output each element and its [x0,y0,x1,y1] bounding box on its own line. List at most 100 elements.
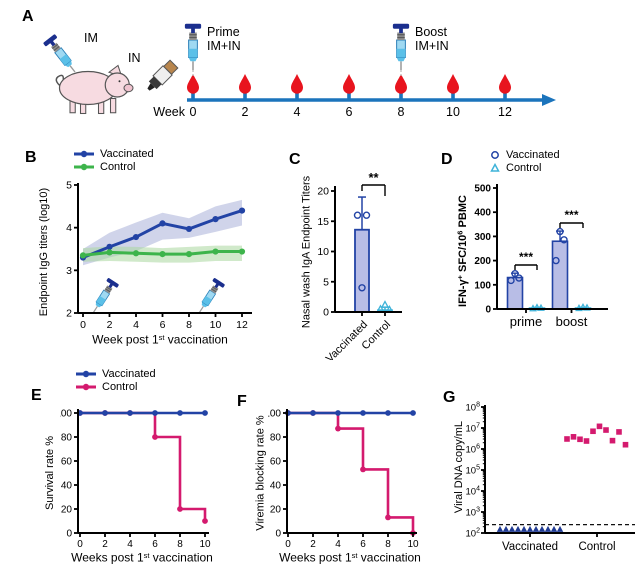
data-point-control [603,427,609,433]
svg-text:103: 103 [466,507,481,519]
data-point [537,303,545,311]
line-dot-marker-icon [74,150,94,157]
svg-text:0: 0 [190,105,197,119]
svg-text:2: 2 [66,308,72,320]
series-line-control [80,411,207,521]
data-point [552,256,560,265]
panel-b-legend: Vaccinated Control [73,147,154,173]
svg-text:15: 15 [317,216,329,228]
svg-text:20: 20 [270,505,282,516]
svg-text:2: 2 [102,539,108,550]
svg-text:5: 5 [323,276,329,288]
svg-text:0: 0 [77,539,83,550]
vaccination-syringe-icon [193,276,226,317]
svg-text:8: 8 [186,319,192,331]
data-point-vaccinated [502,525,510,532]
vaccination-syringe-icon [87,276,120,317]
svg-text:200: 200 [474,256,491,267]
svg-text:0: 0 [275,529,281,540]
panel-f-y-axis-title: Viremia blocking rate % [254,415,267,531]
im-syringe-icon [42,33,82,78]
data-point-control [590,428,596,435]
open-triangle-marker-icon [490,162,500,172]
svg-text:IM+IN: IM+IN [207,39,241,53]
panel-f-x-axis-title: Weeks post 1st vaccination [279,550,421,565]
svg-text:20: 20 [317,186,329,198]
panel-g-plot: 102 103 104 105 106 107 108 Vaccinated Control [466,402,635,553]
svg-text:100: 100 [268,409,281,420]
svg-text:106: 106 [466,444,481,456]
legend-row-control: Control [489,161,560,174]
data-point-vaccinated [508,525,516,532]
svg-text:10: 10 [317,246,329,258]
data-point-vaccinated [550,525,558,532]
data-point [353,211,362,219]
data-point-vaccinated [532,525,540,532]
svg-text:80: 80 [270,433,282,444]
panel-b-y-axis-title: Endpoint IgG titers (log10) [38,187,50,317]
data-point-vaccinated [544,525,552,532]
panel-b-x-axis-title: Week post 1st vaccination [92,332,228,347]
panel-b-label: B [25,149,37,166]
svg-text:500: 500 [474,184,491,195]
svg-text:IM+IN: IM+IN [415,39,449,53]
svg-text:6: 6 [360,539,366,550]
svg-text:80: 80 [61,433,73,444]
svg-text:10: 10 [407,539,419,550]
line-dot-marker-icon [76,383,96,390]
svg-text:8: 8 [385,539,391,550]
data-point-control [583,438,590,444]
panel-e-label: E [31,387,42,404]
im-label: IM [84,31,98,45]
panel-d-plot: *** *** 0 100 200 300 400 500 prime boost [474,184,608,329]
panel-e-plot: 0 20 40 60 80 100 0 2 4 6 8 10 [60,409,211,551]
data-point-control [622,441,629,448]
svg-text:0: 0 [285,539,291,550]
data-point-vaccinated [496,525,504,532]
svg-text:10: 10 [446,105,460,119]
svg-text:0: 0 [80,319,86,331]
bar-prime-vaccinated [506,276,524,310]
line-dot-marker-icon [74,163,94,170]
svg-text:2: 2 [242,105,249,119]
in-device-icon [147,59,179,91]
data-point [358,284,366,292]
data-point-control [570,434,577,440]
svg-text:8: 8 [177,539,183,550]
panel-g-label: G [443,389,456,406]
timeline-arrow-icon [542,94,556,106]
svg-text:108: 108 [466,402,481,414]
svg-text:40: 40 [61,481,73,492]
panel-d-label: D [441,151,453,168]
panel-f-plot: 0 20 40 60 80 100 0 2 4 6 8 10 [268,409,419,551]
svg-text:105: 105 [466,465,481,477]
svg-text:400: 400 [474,208,491,219]
svg-text:60: 60 [270,457,282,468]
panel-c-y-axis-title: Nasal wash IgA Endpoint Titers [300,175,313,329]
svg-text:4: 4 [335,539,341,550]
pig-snout [123,83,134,93]
data-point-vaccinated [538,525,546,532]
week-axis-label: Week [153,105,185,119]
prime-label: Prime [207,25,240,39]
data-point [515,274,523,282]
data-point [362,211,371,219]
panel-e-y-axis-title: Survival rate % [44,436,56,510]
legend-row-vaccinated: Vaccinated [489,148,560,161]
in-label: IN [128,51,141,65]
panel-e-legend: Vaccinated Control [75,367,156,393]
svg-text:60: 60 [61,457,73,468]
svg-text:40: 40 [270,481,282,492]
legend-label: Vaccinated [100,147,154,160]
panel-d-legend: Vaccinated Control [489,148,560,174]
legend-label: Vaccinated [102,367,156,380]
significance-marker: *** [519,250,533,264]
legend-row-control: Control [75,380,156,393]
svg-text:6: 6 [152,539,158,550]
svg-text:0: 0 [66,529,72,540]
data-point [507,276,515,285]
data-point [583,303,591,311]
boost-syringe-icon [392,23,410,71]
